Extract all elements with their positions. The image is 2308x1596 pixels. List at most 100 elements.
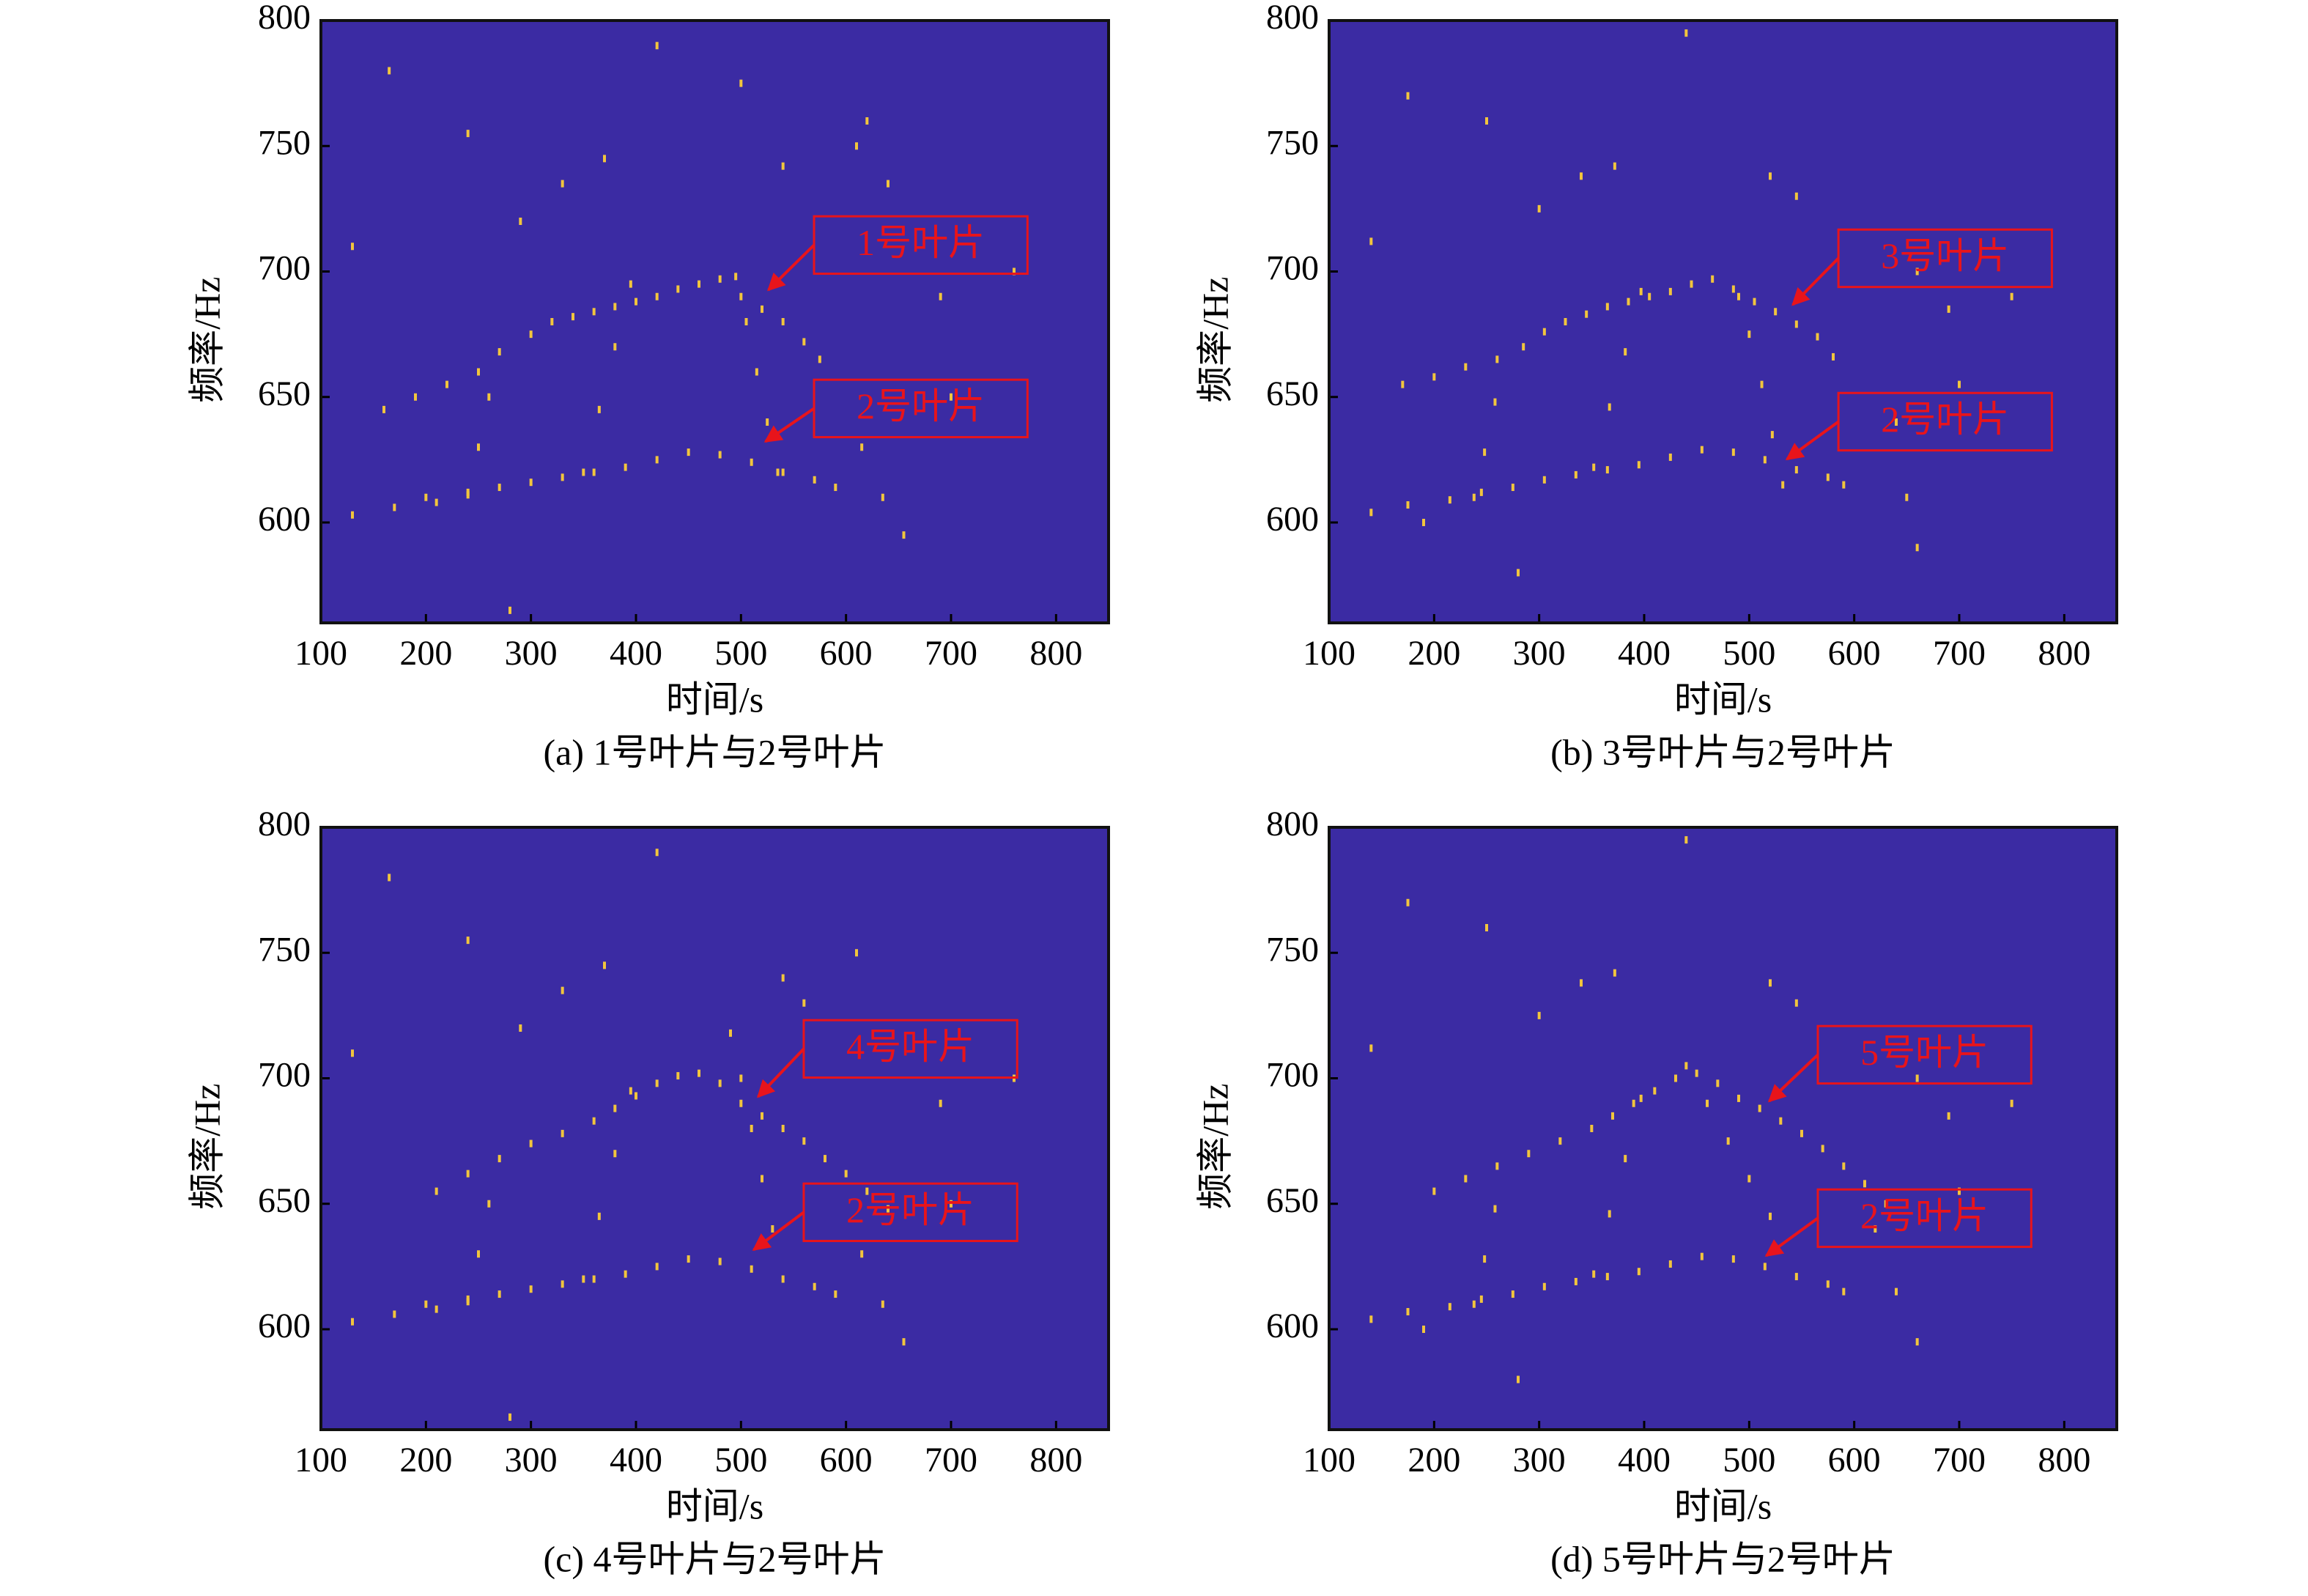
point [613,1104,617,1112]
point [393,1310,396,1318]
point [1794,1273,1798,1281]
point [739,1074,743,1082]
point [939,1099,942,1107]
x-tick-label: 500 [714,634,767,673]
point [1432,373,1436,381]
point [629,1087,632,1095]
point [718,1079,722,1087]
point [351,511,354,519]
point [597,1212,601,1220]
x-tick-label: 400 [1618,1441,1671,1479]
point [676,1072,680,1080]
point [635,298,637,306]
point [698,280,700,288]
point [424,493,428,501]
point [1842,1287,1846,1296]
point [1794,999,1798,1007]
point [1608,1210,1611,1218]
annotation-text: 5号叶片 [1860,1032,1989,1073]
point [1769,1212,1772,1220]
point [1794,320,1798,328]
point [698,1069,700,1077]
point [1542,476,1546,484]
point [1485,117,1488,125]
point [629,280,632,288]
point [1668,287,1672,295]
point [1590,1125,1594,1132]
point [1915,1338,1919,1346]
point [813,476,816,484]
point [487,393,491,401]
x-tick-label: 600 [1828,1441,1881,1479]
point [1779,1117,1783,1125]
point [1401,380,1405,388]
point [561,473,564,481]
point [860,443,864,451]
point [1432,1187,1436,1195]
y-tick-label: 650 [258,1181,311,1220]
point [1690,280,1693,288]
point [1639,1094,1643,1102]
point [498,1290,501,1298]
point [498,1155,501,1163]
point [687,1255,690,1263]
point [1816,333,1819,341]
x-axis-label: 时间/s [1674,1485,1772,1526]
point [1842,1162,1846,1170]
point [1608,403,1611,411]
point [771,1225,774,1233]
annotation-box [1837,391,2053,452]
point [1558,1137,1562,1145]
point [1511,1290,1514,1298]
point [1495,355,1499,363]
point [1483,448,1487,457]
point [1842,481,1846,489]
point [1605,466,1609,474]
annotation-arrow [1764,1216,1819,1257]
point [1448,496,1451,504]
point [351,1318,354,1326]
x-tick-label: 600 [820,1441,873,1479]
plot-frame [319,19,1110,624]
plot-area [1329,827,2117,1430]
point [529,1285,533,1293]
y-axis-label: 频率/Hz [1194,277,1235,403]
point [1448,1303,1451,1311]
point [1706,1099,1709,1107]
point [655,42,659,50]
x-tick-label: 200 [399,1441,452,1479]
point [466,1295,470,1303]
point [561,180,564,188]
annotation-arrow [1767,1053,1819,1103]
point [1564,318,1567,325]
x-tick-label: 600 [820,634,873,673]
point [1369,509,1373,517]
point [1781,481,1785,489]
point [519,218,522,225]
point [1895,1287,1898,1296]
point [1493,1205,1497,1213]
point [445,380,448,388]
point [1674,1074,1677,1082]
point [1653,1087,1657,1095]
point [466,130,470,138]
y-tick-label: 800 [1266,805,1319,843]
x-tick-label: 600 [1828,634,1881,673]
annotation-box [813,378,1029,439]
point [881,1300,884,1308]
y-tick-label: 750 [258,123,311,162]
x-tick-label: 800 [1029,1441,1082,1479]
point [1700,446,1704,454]
y-tick-label: 750 [258,930,311,969]
point [1517,569,1520,577]
x-tick-label: 400 [610,1441,662,1479]
point [1726,1137,1730,1145]
point [550,318,554,325]
x-tick-label: 700 [1933,1441,1986,1479]
point [655,1079,659,1087]
point [1884,1200,1887,1208]
point [582,468,585,476]
point [1479,1295,1483,1303]
point [388,873,391,882]
point [781,162,785,170]
